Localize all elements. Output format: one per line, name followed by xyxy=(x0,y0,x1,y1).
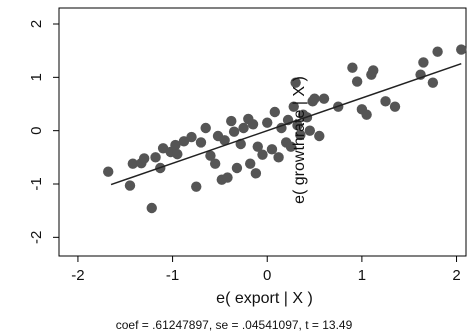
data-point xyxy=(146,202,157,214)
x-tick-label: 2 xyxy=(452,267,460,284)
data-point xyxy=(170,139,181,151)
data-point xyxy=(273,152,284,163)
x-tick-label: 1 xyxy=(358,267,366,284)
data-point xyxy=(295,129,306,141)
data-point xyxy=(389,101,401,112)
data-point xyxy=(178,136,190,147)
data-point xyxy=(262,117,273,128)
data-point xyxy=(226,115,237,127)
data-point xyxy=(103,166,114,177)
x-axis-label: e( export | X ) xyxy=(216,290,313,307)
data-point xyxy=(228,126,240,137)
y-tick-label: -1 xyxy=(28,177,45,190)
data-point xyxy=(304,125,316,136)
data-point xyxy=(124,180,136,191)
data-point xyxy=(250,168,262,179)
data-point xyxy=(200,122,211,134)
data-point xyxy=(219,135,230,146)
data-point xyxy=(380,96,391,107)
x-tick-label: 0 xyxy=(263,267,271,284)
data-point xyxy=(314,130,325,142)
data-point xyxy=(285,141,297,152)
regression-note: coef = .61247897, se = .04541097, t = 13… xyxy=(116,318,353,332)
data-point xyxy=(222,172,233,183)
data-point xyxy=(186,131,197,143)
data-point xyxy=(309,93,320,104)
data-point xyxy=(427,77,439,88)
data-point xyxy=(244,158,256,169)
fit-line xyxy=(110,62,462,186)
data-point xyxy=(318,93,330,104)
data-point xyxy=(247,119,259,130)
x-tick-label: -2 xyxy=(71,267,84,284)
data-point xyxy=(432,46,443,57)
data-point xyxy=(172,148,183,160)
data-point xyxy=(456,44,467,55)
data-point xyxy=(269,106,281,118)
data-point xyxy=(127,158,139,169)
data-point xyxy=(347,62,358,73)
y-tick-label: 2 xyxy=(28,20,45,28)
data-point xyxy=(266,144,278,155)
data-point xyxy=(191,181,202,192)
data-point xyxy=(231,162,243,174)
axes: -2 -1 0 1 2 -2 -1 0 1 2 xyxy=(28,7,467,284)
data-point xyxy=(368,65,379,76)
y-tick-label: 1 xyxy=(28,73,45,81)
data-point xyxy=(209,158,221,169)
data-point xyxy=(418,57,429,68)
data-point xyxy=(238,122,249,134)
data-point xyxy=(292,120,303,131)
data-point xyxy=(138,153,150,164)
y-tick-label: -2 xyxy=(28,231,45,244)
fit-line-group xyxy=(110,62,462,186)
y-tick-label: 0 xyxy=(28,126,45,134)
data-point xyxy=(351,76,363,87)
data-point xyxy=(257,149,268,160)
y-axis-label: e( growthrate | X ) xyxy=(291,76,308,204)
data-point xyxy=(361,109,372,120)
data-point xyxy=(288,101,299,112)
x-tick-label: -1 xyxy=(166,267,179,284)
data-point xyxy=(290,77,301,88)
data-point xyxy=(150,152,161,163)
data-point xyxy=(252,141,263,152)
data-point xyxy=(205,150,216,161)
data-point xyxy=(195,137,207,148)
